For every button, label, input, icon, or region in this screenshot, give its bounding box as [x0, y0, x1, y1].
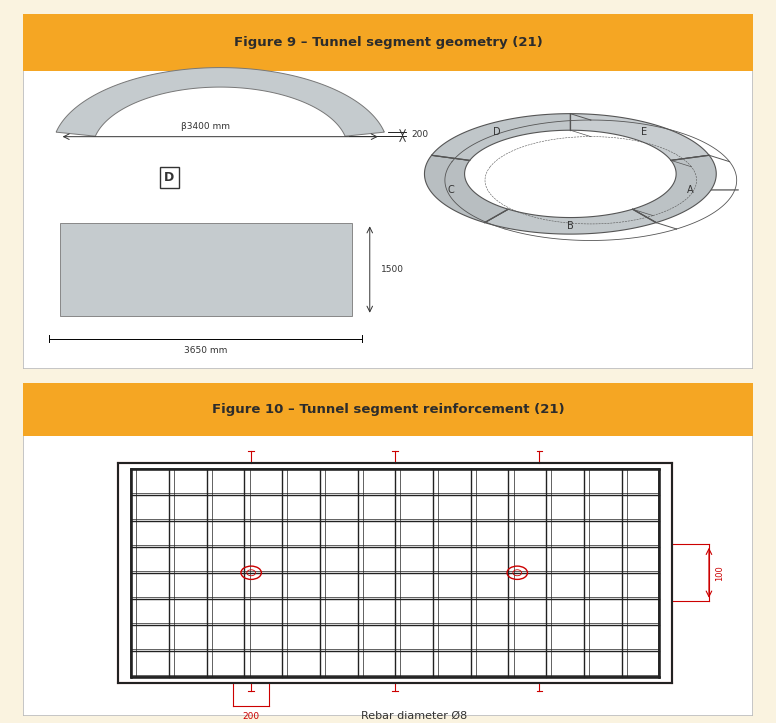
- Text: 1500: 1500: [381, 265, 404, 274]
- Text: 100: 100: [715, 565, 724, 581]
- Polygon shape: [424, 155, 508, 223]
- Bar: [131, 469, 660, 677]
- Bar: [60, 223, 352, 315]
- Text: 3650 mm: 3650 mm: [184, 346, 227, 355]
- Text: Rebar diameter Ø8: Rebar diameter Ø8: [361, 711, 467, 721]
- Polygon shape: [56, 68, 384, 136]
- Bar: [118, 463, 673, 683]
- Polygon shape: [570, 114, 709, 161]
- Text: Figure 10 – Tunnel segment reinforcement (21): Figure 10 – Tunnel segment reinforcement…: [212, 403, 564, 416]
- Text: β3400 mm: β3400 mm: [181, 122, 230, 132]
- Text: 200: 200: [243, 712, 260, 722]
- Text: D: D: [164, 171, 175, 184]
- Text: C: C: [447, 185, 454, 195]
- Polygon shape: [484, 209, 656, 234]
- Text: D: D: [493, 127, 501, 137]
- Bar: [23, 14, 753, 71]
- Text: Figure 9 – Tunnel segment geometry (21): Figure 9 – Tunnel segment geometry (21): [234, 36, 542, 49]
- Polygon shape: [632, 155, 716, 223]
- Bar: [23, 383, 753, 437]
- Text: 200: 200: [411, 129, 428, 139]
- Text: B: B: [567, 221, 573, 231]
- Text: A: A: [687, 185, 693, 195]
- Text: E: E: [641, 127, 647, 137]
- Polygon shape: [431, 114, 570, 161]
